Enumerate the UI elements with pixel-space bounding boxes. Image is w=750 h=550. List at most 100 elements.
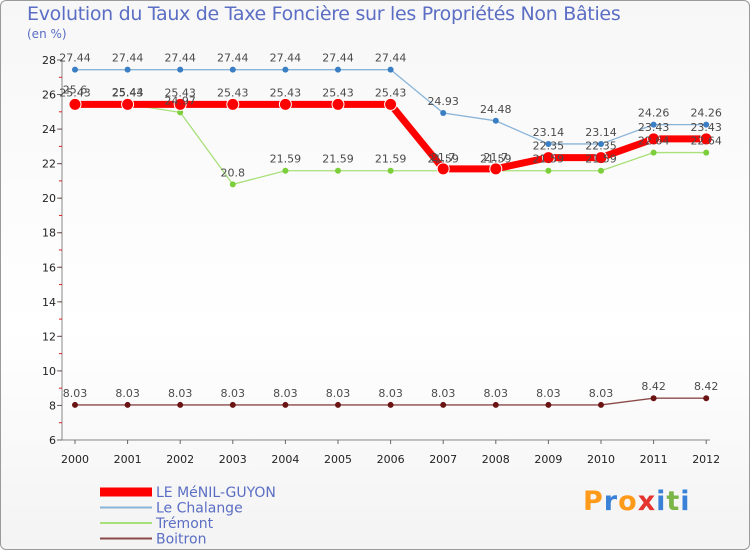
- y-tick-label: 10: [42, 365, 56, 378]
- data-point: [703, 121, 710, 128]
- x-tick-label: 2008: [482, 453, 510, 466]
- data-point: [492, 401, 499, 408]
- data-point: [282, 167, 289, 174]
- logo-letter: r: [603, 486, 619, 517]
- x-tick-label: 2012: [692, 453, 720, 466]
- data-point: [226, 97, 240, 111]
- x-tick-label: 2011: [640, 453, 668, 466]
- data-point: [335, 167, 341, 174]
- data-label: 25.43: [112, 86, 144, 99]
- y-tick-label: 16: [42, 261, 56, 274]
- data-point: [124, 401, 131, 408]
- data-label: 8.03: [168, 387, 193, 400]
- x-tick-label: 2004: [271, 453, 299, 466]
- data-point: [440, 110, 447, 117]
- data-label: 24.48: [480, 103, 512, 116]
- data-label: 25.43: [322, 86, 354, 99]
- x-tick-label: 2001: [114, 453, 142, 466]
- data-label: 24.26: [638, 107, 670, 120]
- data-point: [384, 97, 398, 111]
- y-tick-label: 26: [42, 89, 56, 102]
- data-point: [72, 66, 78, 73]
- data-point: [121, 97, 135, 111]
- y-tick-label: 6: [49, 434, 56, 447]
- data-label: 27.44: [217, 52, 249, 65]
- logo-letter: o: [618, 486, 638, 517]
- data-label: 23.43: [638, 121, 670, 134]
- x-tick-label: 2003: [219, 453, 247, 466]
- x-tick-label: 2006: [377, 453, 405, 466]
- x-tick-label: 2007: [429, 453, 457, 466]
- data-point: [177, 109, 184, 116]
- data-label: 21.59: [533, 153, 565, 166]
- data-label: 8.03: [484, 387, 509, 400]
- chart-axes: 6 8 10 12 14 16 18 20 22 24 26 28 2000 2001 2002 2003 20…: [42, 54, 720, 466]
- data-point: [387, 401, 394, 408]
- data-point: [282, 66, 289, 73]
- legend-label: Trémont: [155, 516, 214, 532]
- proxiti-logo: Proxiti: [583, 486, 691, 517]
- data-label: 24.93: [427, 95, 459, 108]
- data-label: 21.7: [484, 151, 509, 164]
- data-point: [440, 401, 447, 408]
- data-label: 8.03: [115, 387, 140, 400]
- data-label: 27.44: [375, 52, 407, 65]
- data-label: 25.43: [217, 86, 249, 99]
- data-label: 8.03: [326, 387, 351, 400]
- data-label: 22.35: [585, 140, 617, 153]
- y-tick-label: 12: [42, 330, 56, 343]
- data-label: 8.03: [63, 387, 88, 400]
- data-label: 8.03: [378, 387, 403, 400]
- data-point: [545, 140, 552, 147]
- y-tick-label: 24: [42, 123, 56, 136]
- data-point: [492, 117, 499, 124]
- logo-letter: x: [637, 486, 657, 517]
- data-point: [489, 162, 503, 176]
- data-label: 25.43: [59, 86, 91, 99]
- data-label: 8.42: [694, 380, 719, 393]
- logo-letter: P: [583, 486, 604, 517]
- data-point: [598, 401, 604, 408]
- data-label: 27.44: [270, 52, 302, 65]
- data-point: [335, 66, 341, 73]
- data-point: [647, 132, 661, 146]
- data-label: 22.64: [690, 135, 722, 148]
- data-point: [177, 66, 184, 73]
- y-tick-label: 28: [42, 54, 56, 67]
- data-label: 25.43: [375, 86, 407, 99]
- data-label: 8.03: [589, 387, 614, 400]
- data-point: [177, 401, 184, 408]
- data-label: 21.59: [480, 153, 512, 166]
- data-label: 8.03: [431, 387, 456, 400]
- data-point: [335, 401, 341, 408]
- data-label: 21.59: [427, 153, 459, 166]
- data-label: 8.42: [641, 380, 666, 393]
- data-point: [545, 401, 552, 408]
- data-label: 27.44: [59, 52, 91, 65]
- data-point: [387, 66, 394, 73]
- data-label: 22.35: [533, 140, 565, 153]
- data-label: 25.44: [112, 86, 144, 99]
- legend-label: Boitron: [156, 532, 206, 548]
- x-tick-label: 2005: [324, 453, 352, 466]
- data-label: 23.14: [533, 126, 565, 139]
- x-tick-label: 2010: [587, 453, 615, 466]
- data-label: 21.7: [431, 151, 456, 164]
- logo-letter: t: [666, 486, 681, 517]
- data-label: 21.59: [322, 153, 354, 166]
- data-label: 27.44: [322, 52, 354, 65]
- series-layer: [68, 66, 713, 408]
- data-point: [124, 66, 131, 73]
- data-point: [282, 401, 289, 408]
- data-point: [173, 97, 187, 111]
- chart-title: Evolution du Taux de Taxe Foncière sur l…: [27, 3, 621, 25]
- legend-label: Le Chalange: [156, 501, 243, 517]
- data-label: 23.14: [585, 126, 617, 139]
- chart-subtitle: (en %): [27, 27, 67, 41]
- data-point: [703, 395, 710, 402]
- data-label: 24.97: [164, 94, 196, 107]
- y-tick-label: 18: [42, 227, 56, 240]
- data-label: 24.26: [690, 107, 722, 120]
- x-tick-label: 2002: [166, 453, 194, 466]
